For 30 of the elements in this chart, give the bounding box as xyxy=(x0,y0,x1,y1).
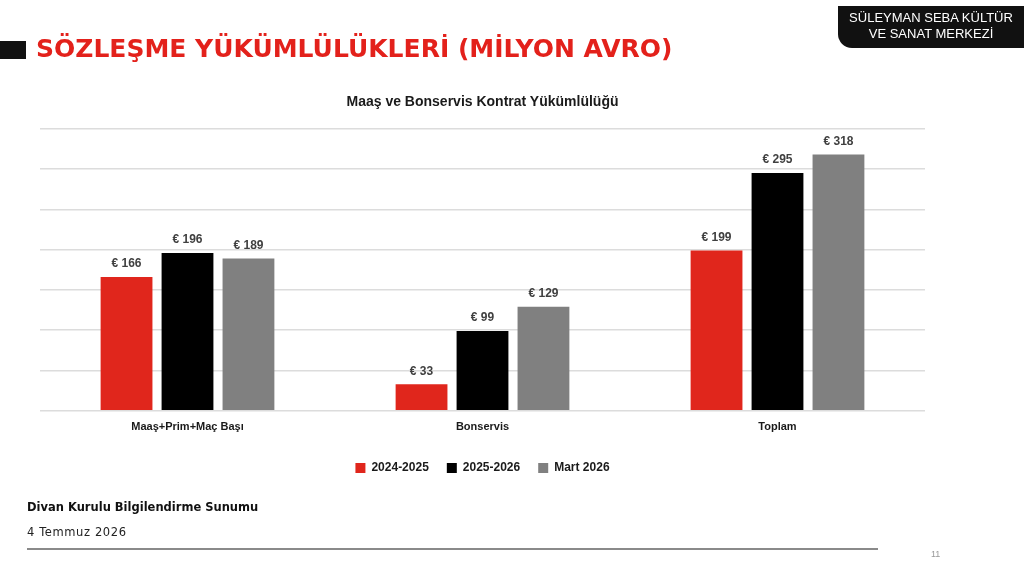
bar xyxy=(456,331,509,411)
bar xyxy=(812,154,865,411)
x-tick-label: Toplam xyxy=(758,420,797,433)
legend-label: Mart 2026 xyxy=(554,460,610,475)
x-tick-label: Maaş+Prim+Maç Başı xyxy=(131,420,244,433)
bar xyxy=(751,173,804,411)
legend-label: 2024-2025 xyxy=(371,460,430,475)
legend-label: 2025-2026 xyxy=(462,460,521,475)
text: 11 xyxy=(931,549,941,559)
bar xyxy=(100,277,153,411)
bar xyxy=(222,258,275,411)
data-label: € 196 xyxy=(172,232,203,247)
text: Divan Kurulu Bilgilendirme Sunumu xyxy=(27,500,259,514)
bar xyxy=(395,384,448,411)
data-label: € 99 xyxy=(470,310,495,325)
data-label: € 199 xyxy=(701,229,732,244)
chart-title: SÖZLEŞME YÜKÜMLÜLÜKLERİ (MİLYON AVRO) xyxy=(36,34,673,64)
data-label: € 318 xyxy=(823,133,854,148)
data-label: € 129 xyxy=(528,286,559,301)
bar xyxy=(161,252,214,411)
bar xyxy=(517,306,570,411)
data-label: € 33 xyxy=(409,363,434,378)
data-label: € 295 xyxy=(762,152,793,167)
chart-subtitle: Maaş ve Bonservis Kontrat Yükümlülüğü xyxy=(346,93,619,110)
text: SÜLEYMAN SEBA KÜLTÜR VE SANAT MERKEZİ xyxy=(838,6,1024,48)
text: 4 Temmuz 2026 xyxy=(27,525,127,539)
data-label: € 189 xyxy=(233,237,264,252)
x-tick-label: Bonservis xyxy=(455,420,510,433)
bar xyxy=(690,250,743,411)
data-label: € 166 xyxy=(111,256,142,271)
